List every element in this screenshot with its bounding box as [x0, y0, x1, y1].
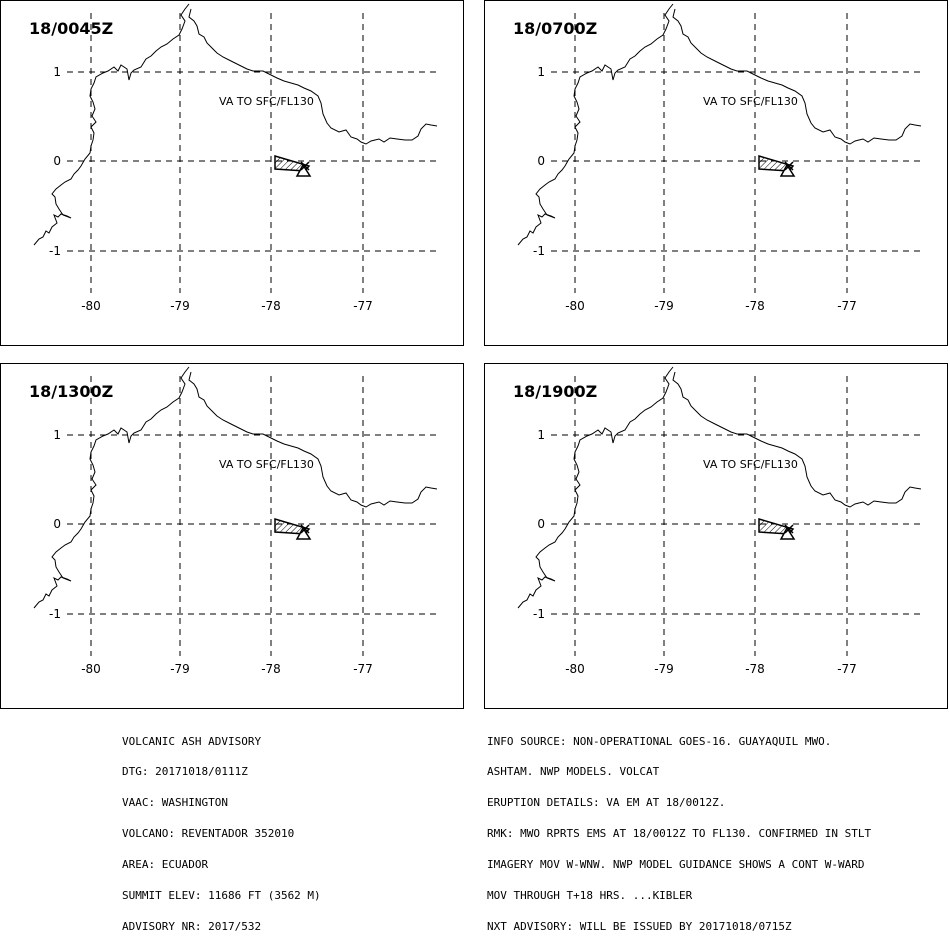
latitude-tick-label: 0 — [537, 517, 545, 531]
longitude-tick-label: -79 — [170, 299, 190, 313]
volcano-x-marker-icon — [784, 524, 794, 534]
longitude-tick-label: -79 — [654, 299, 674, 313]
coastline — [517, 3, 922, 246]
ash-height-label: VA TO SFC/FL130 — [219, 95, 314, 108]
map-canvas: -80 -79 -78 -77 1 0 -1 VA TO SFC/FL130 — [517, 3, 923, 313]
longitude-tick-label: -77 — [837, 299, 857, 313]
map-canvas: -80 -79 -78 -77 1 0 -1 VA TO SFC/FL130 — [33, 366, 439, 676]
ash-height-label: VA TO SFC/FL130 — [219, 458, 314, 471]
advisory-remarks-text: INFO SOURCE: NON-OPERATIONAL GOES-16. GU… — [487, 716, 871, 943]
advisory-line: SUMMIT ELEV: 11686 FT (3562 M) — [122, 889, 321, 903]
latitude-tick-label: 1 — [53, 65, 61, 79]
latitude-tick-label: 1 — [537, 428, 545, 442]
advisory-line: DTG: 20171018/0111Z — [122, 765, 248, 779]
map-canvas: -80 -79 -78 -77 1 0 -1 VA TO SFC/FL130 — [517, 366, 923, 676]
coastline — [517, 366, 922, 609]
longitude-tick-label: -80 — [565, 662, 585, 676]
longitude-tick-label: -77 — [353, 662, 373, 676]
advisory-header-text: VOLCANIC ASH ADVISORY DTG: 20171018/0111… — [122, 716, 321, 943]
latitude-tick-label: 1 — [537, 65, 545, 79]
map-panel-2: -80 -79 -78 -77 1 0 -1 VA TO SFC/FL130 18/0700Z — [484, 0, 948, 346]
volcano-triangle-icon — [295, 526, 312, 540]
latitude-tick-label: -1 — [49, 244, 61, 258]
longitude-tick-label: -78 — [261, 299, 281, 313]
volcano-x-marker-icon — [300, 161, 310, 171]
advisory-line: AREA: ECUADOR — [122, 858, 209, 872]
latitude-tick-label: 0 — [537, 154, 545, 168]
latitude-tick-label: 1 — [53, 428, 61, 442]
panel-time-label: 18/1900Z — [513, 382, 598, 401]
longitude-tick-label: -78 — [745, 299, 765, 313]
advisory-line: IMAGERY MOV W-WNW. NWP MODEL GUIDANCE SH… — [487, 858, 865, 872]
advisory-line: VOLCANIC ASH ADVISORY — [122, 734, 262, 748]
longitude-tick-label: -79 — [654, 662, 674, 676]
advisory-line: VOLCANO: REVENTADOR 352010 — [122, 827, 295, 841]
volcano-triangle-icon — [295, 163, 312, 177]
volcano-triangle-icon — [779, 163, 796, 177]
advisory-line: NXT ADVISORY: WILL BE ISSUED BY 20171018… — [487, 919, 792, 933]
volcano-x-marker-icon — [300, 524, 310, 534]
advisory-line: ADVISORY NR: 2017/532 — [122, 919, 262, 933]
volcano-x-marker-icon — [784, 161, 794, 171]
panel-time-label: 18/0700Z — [513, 19, 598, 38]
latitude-tick-label: 0 — [53, 517, 61, 531]
longitude-tick-label: -80 — [81, 299, 101, 313]
ash-height-label: VA TO SFC/FL130 — [703, 458, 798, 471]
longitude-tick-label: -79 — [170, 662, 190, 676]
longitude-tick-label: -80 — [565, 299, 585, 313]
latitude-tick-label: -1 — [533, 607, 545, 621]
latitude-tick-label: 0 — [53, 154, 61, 168]
latitude-tick-label: -1 — [533, 244, 545, 258]
longitude-tick-label: -78 — [745, 662, 765, 676]
latitude-tick-label: -1 — [49, 607, 61, 621]
map-panel-3: -80 -79 -78 -77 1 0 -1 VA TO SFC/FL130 18/1300Z — [0, 363, 464, 709]
advisory-line: INFO SOURCE: NON-OPERATIONAL GOES-16. GU… — [487, 734, 832, 748]
panel-time-label: 18/1300Z — [29, 382, 114, 401]
longitude-tick-label: -80 — [81, 662, 101, 676]
volcano-triangle-icon — [779, 526, 796, 540]
map-panel-4: -80 -79 -78 -77 1 0 -1 VA TO SFC/FL130 18/1900Z — [484, 363, 948, 709]
advisory-line: ERUPTION DETAILS: VA EM AT 18/0012Z. — [487, 796, 726, 810]
advisory-line: MOV THROUGH T+18 HRS. ...KIBLER — [487, 889, 693, 903]
longitude-tick-label: -78 — [261, 662, 281, 676]
advisory-line: ASHTAM. NWP MODELS. VOLCAT — [487, 765, 660, 779]
map-canvas: -80 -79 -78 -77 1 0 -1 VA TO SFC/FL130 — [33, 3, 439, 313]
longitude-tick-label: -77 — [353, 299, 373, 313]
ash-height-label: VA TO SFC/FL130 — [703, 95, 798, 108]
panel-time-label: 18/0045Z — [29, 19, 114, 38]
advisory-line: VAAC: WASHINGTON — [122, 796, 228, 810]
longitude-tick-label: -77 — [837, 662, 857, 676]
advisory-line: RMK: MWO RPRTS EMS AT 18/0012Z TO FL130.… — [487, 827, 872, 841]
coastline — [33, 366, 438, 609]
coastline — [33, 3, 438, 246]
map-panel-1: -80 -79 -78 -77 1 0 -1 VA TO SFC/FL130 18/0045Z — [0, 0, 464, 346]
